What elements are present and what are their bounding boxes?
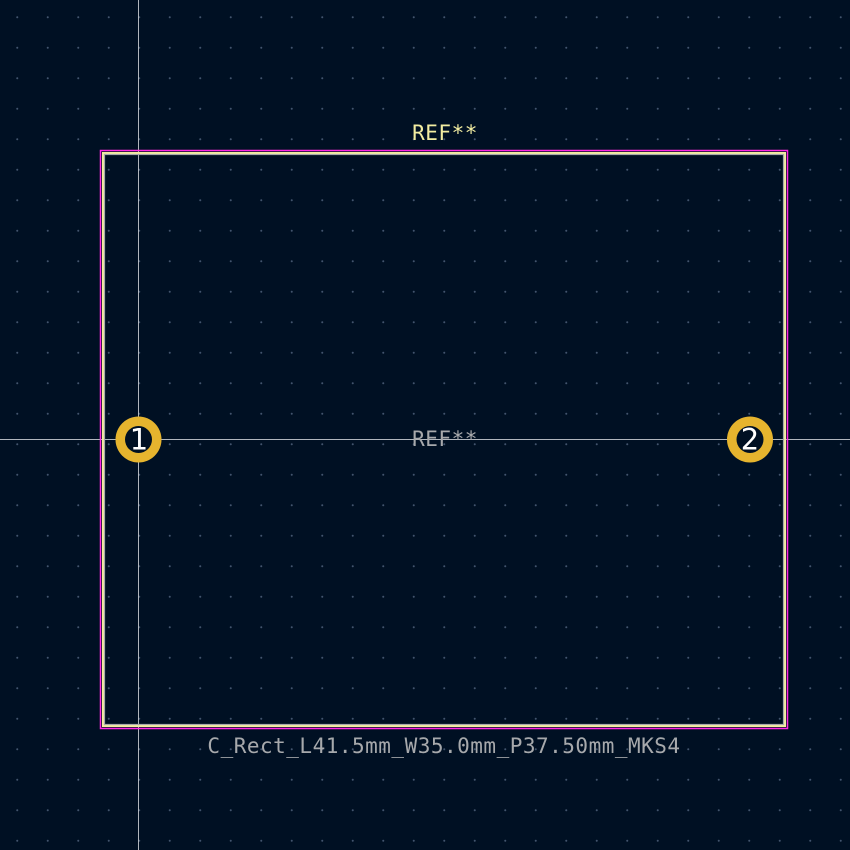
pad-2[interactable] bbox=[727, 416, 773, 463]
pad-1-number: 1 bbox=[129, 422, 149, 457]
pad-1[interactable] bbox=[115, 416, 162, 463]
courtyard-outline bbox=[99, 149, 789, 730]
reference-designator-fab[interactable]: REF** bbox=[412, 427, 478, 451]
fab-outline bbox=[103, 153, 785, 726]
footprint-value-label[interactable]: C_Rect_L41.5mm_W35.0mm_P37.50mm_MKS4 bbox=[207, 734, 681, 758]
reference-designator-silkscreen[interactable]: REF** bbox=[412, 121, 478, 145]
pad-1-drill-hole bbox=[125, 426, 152, 453]
silkscreen-outline bbox=[102, 152, 786, 727]
pad-2-drill-hole bbox=[736, 426, 764, 453]
pad-2-number: 2 bbox=[740, 422, 760, 457]
